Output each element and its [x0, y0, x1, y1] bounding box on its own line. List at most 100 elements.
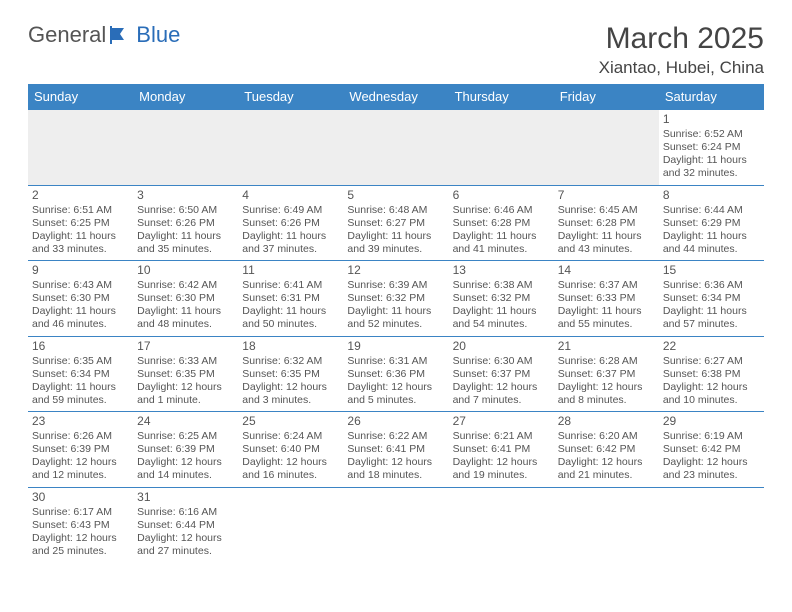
day-number: 25: [242, 414, 339, 429]
calendar-cell: 4Sunrise: 6:49 AMSunset: 6:26 PMDaylight…: [238, 185, 343, 261]
calendar-cell: [449, 110, 554, 186]
calendar-week-row: 23Sunrise: 6:26 AMSunset: 6:39 PMDayligh…: [28, 412, 764, 488]
day-sunset: Sunset: 6:39 PM: [137, 443, 234, 456]
calendar-cell: 8Sunrise: 6:44 AMSunset: 6:29 PMDaylight…: [659, 185, 764, 261]
day-daylight: Daylight: 11 hours and 35 minutes.: [137, 230, 234, 256]
calendar-week-row: 16Sunrise: 6:35 AMSunset: 6:34 PMDayligh…: [28, 336, 764, 412]
calendar-cell: [554, 487, 659, 562]
day-sunset: Sunset: 6:31 PM: [242, 292, 339, 305]
calendar-cell: 2Sunrise: 6:51 AMSunset: 6:25 PMDaylight…: [28, 185, 133, 261]
title-block: March 2025 Xiantao, Hubei, China: [599, 22, 764, 78]
day-sunset: Sunset: 6:43 PM: [32, 519, 129, 532]
day-number: 10: [137, 263, 234, 278]
logo: General Blue: [28, 22, 180, 48]
calendar-cell: 23Sunrise: 6:26 AMSunset: 6:39 PMDayligh…: [28, 412, 133, 488]
day-number: 21: [558, 339, 655, 354]
day-daylight: Daylight: 11 hours and 32 minutes.: [663, 154, 760, 180]
day-sunset: Sunset: 6:29 PM: [663, 217, 760, 230]
day-sunrise: Sunrise: 6:39 AM: [347, 279, 444, 292]
calendar-cell: 31Sunrise: 6:16 AMSunset: 6:44 PMDayligh…: [133, 487, 238, 562]
calendar-cell: 25Sunrise: 6:24 AMSunset: 6:40 PMDayligh…: [238, 412, 343, 488]
day-sunset: Sunset: 6:38 PM: [663, 368, 760, 381]
calendar-cell: [343, 110, 448, 186]
day-sunrise: Sunrise: 6:50 AM: [137, 204, 234, 217]
calendar-week-row: 9Sunrise: 6:43 AMSunset: 6:30 PMDaylight…: [28, 261, 764, 337]
day-sunset: Sunset: 6:26 PM: [137, 217, 234, 230]
calendar-cell: 3Sunrise: 6:50 AMSunset: 6:26 PMDaylight…: [133, 185, 238, 261]
calendar-cell: [238, 487, 343, 562]
day-sunrise: Sunrise: 6:25 AM: [137, 430, 234, 443]
day-sunrise: Sunrise: 6:19 AM: [663, 430, 760, 443]
day-number: 15: [663, 263, 760, 278]
day-daylight: Daylight: 11 hours and 57 minutes.: [663, 305, 760, 331]
day-daylight: Daylight: 12 hours and 10 minutes.: [663, 381, 760, 407]
day-number: 11: [242, 263, 339, 278]
day-daylight: Daylight: 12 hours and 25 minutes.: [32, 532, 129, 558]
day-daylight: Daylight: 11 hours and 44 minutes.: [663, 230, 760, 256]
weekday-header: Thursday: [449, 84, 554, 110]
day-sunset: Sunset: 6:28 PM: [558, 217, 655, 230]
day-daylight: Daylight: 11 hours and 37 minutes.: [242, 230, 339, 256]
day-number: 9: [32, 263, 129, 278]
day-sunset: Sunset: 6:40 PM: [242, 443, 339, 456]
day-number: 30: [32, 490, 129, 505]
logo-text-blue: Blue: [136, 22, 180, 48]
day-daylight: Daylight: 11 hours and 52 minutes.: [347, 305, 444, 331]
calendar-cell: [659, 487, 764, 562]
day-number: 6: [453, 188, 550, 203]
day-sunset: Sunset: 6:44 PM: [137, 519, 234, 532]
weekday-header: Sunday: [28, 84, 133, 110]
day-sunset: Sunset: 6:26 PM: [242, 217, 339, 230]
day-sunrise: Sunrise: 6:32 AM: [242, 355, 339, 368]
calendar-table: SundayMondayTuesdayWednesdayThursdayFrid…: [28, 84, 764, 562]
day-number: 31: [137, 490, 234, 505]
calendar-cell: 15Sunrise: 6:36 AMSunset: 6:34 PMDayligh…: [659, 261, 764, 337]
day-sunrise: Sunrise: 6:26 AM: [32, 430, 129, 443]
day-sunrise: Sunrise: 6:52 AM: [663, 128, 760, 141]
day-sunset: Sunset: 6:42 PM: [558, 443, 655, 456]
page-header: General Blue March 2025 Xiantao, Hubei, …: [28, 22, 764, 78]
day-sunrise: Sunrise: 6:22 AM: [347, 430, 444, 443]
day-number: 20: [453, 339, 550, 354]
calendar-cell: 16Sunrise: 6:35 AMSunset: 6:34 PMDayligh…: [28, 336, 133, 412]
day-sunrise: Sunrise: 6:46 AM: [453, 204, 550, 217]
day-sunrise: Sunrise: 6:51 AM: [32, 204, 129, 217]
calendar-cell: 5Sunrise: 6:48 AMSunset: 6:27 PMDaylight…: [343, 185, 448, 261]
day-sunset: Sunset: 6:32 PM: [453, 292, 550, 305]
day-sunrise: Sunrise: 6:45 AM: [558, 204, 655, 217]
day-daylight: Daylight: 12 hours and 14 minutes.: [137, 456, 234, 482]
day-sunset: Sunset: 6:30 PM: [32, 292, 129, 305]
day-sunset: Sunset: 6:24 PM: [663, 141, 760, 154]
month-title: March 2025: [599, 22, 764, 56]
calendar-cell: [449, 487, 554, 562]
calendar-week-row: 30Sunrise: 6:17 AMSunset: 6:43 PMDayligh…: [28, 487, 764, 562]
calendar-cell: [28, 110, 133, 186]
day-sunset: Sunset: 6:30 PM: [137, 292, 234, 305]
day-sunrise: Sunrise: 6:36 AM: [663, 279, 760, 292]
day-daylight: Daylight: 12 hours and 27 minutes.: [137, 532, 234, 558]
calendar-cell: 1Sunrise: 6:52 AMSunset: 6:24 PMDaylight…: [659, 110, 764, 186]
logo-flag-icon: [110, 26, 132, 44]
day-number: 24: [137, 414, 234, 429]
day-sunrise: Sunrise: 6:24 AM: [242, 430, 339, 443]
weekday-header: Saturday: [659, 84, 764, 110]
location: Xiantao, Hubei, China: [599, 58, 764, 78]
day-daylight: Daylight: 12 hours and 5 minutes.: [347, 381, 444, 407]
day-sunset: Sunset: 6:34 PM: [663, 292, 760, 305]
day-daylight: Daylight: 12 hours and 23 minutes.: [663, 456, 760, 482]
day-sunset: Sunset: 6:35 PM: [137, 368, 234, 381]
calendar-cell: 17Sunrise: 6:33 AMSunset: 6:35 PMDayligh…: [133, 336, 238, 412]
day-number: 27: [453, 414, 550, 429]
day-daylight: Daylight: 12 hours and 12 minutes.: [32, 456, 129, 482]
day-daylight: Daylight: 12 hours and 18 minutes.: [347, 456, 444, 482]
logo-text-general: General: [28, 22, 106, 48]
day-sunrise: Sunrise: 6:21 AM: [453, 430, 550, 443]
day-sunrise: Sunrise: 6:27 AM: [663, 355, 760, 368]
day-number: 12: [347, 263, 444, 278]
weekday-header: Monday: [133, 84, 238, 110]
day-sunrise: Sunrise: 6:41 AM: [242, 279, 339, 292]
day-sunrise: Sunrise: 6:42 AM: [137, 279, 234, 292]
day-number: 29: [663, 414, 760, 429]
weekday-header: Friday: [554, 84, 659, 110]
calendar-cell: 7Sunrise: 6:45 AMSunset: 6:28 PMDaylight…: [554, 185, 659, 261]
